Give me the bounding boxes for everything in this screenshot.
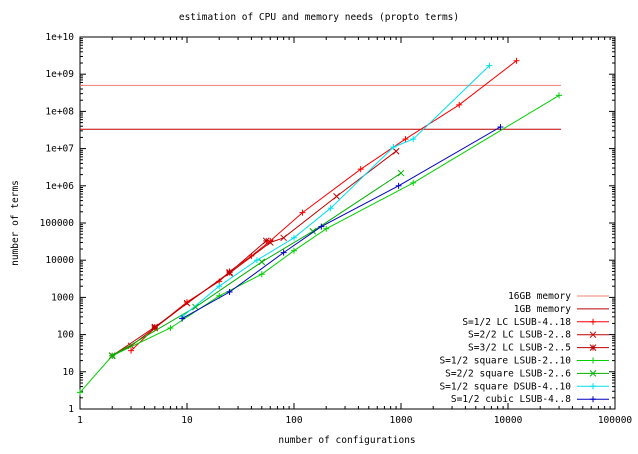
legend-label: 16GB memory	[508, 291, 571, 302]
legend-label: S=1/2 cubic LSUB-4..8	[451, 394, 571, 405]
x-tick-label: 10	[181, 415, 193, 426]
legend-label: S=1/2 square DSUB-4..10	[439, 381, 571, 392]
legend-label: S=2/2 LC LSUB-2..8	[468, 330, 571, 341]
series-line	[128, 57, 520, 354]
x-tick-label: 100000	[598, 415, 633, 426]
y-tick-label: 1e+06	[45, 181, 74, 192]
y-tick-label: 1e+10	[45, 32, 74, 43]
y-tick-label: 1000	[51, 292, 74, 303]
series-line	[179, 124, 504, 322]
y-tick-label: 1e+07	[45, 144, 74, 155]
series-line	[108, 237, 270, 360]
y-tick-label: 10	[63, 367, 75, 378]
legend-label: S=1/2 LC LSUB-4..18	[462, 317, 571, 328]
legend-label: S=3/2 LC LSUB-2..5	[468, 343, 571, 354]
x-tick-label: 10000	[494, 415, 523, 426]
y-tick-label: 100	[57, 330, 74, 341]
memory-limit-lines	[80, 84, 561, 130]
legend-label: S=1/2 square LSUB-2..10	[439, 356, 571, 367]
chart-title: estimation of CPU and memory needs (prop…	[179, 12, 459, 23]
x-axis-label: number of configurations	[278, 435, 415, 446]
series-line	[108, 169, 405, 360]
x-tick-label: 1000	[390, 415, 413, 426]
legend-label: S=2/2 square LSUB-2..6	[445, 368, 571, 379]
series-line	[77, 92, 563, 396]
y-axis-label: number of terms	[10, 180, 21, 266]
legend-label: 1GB memory	[514, 304, 571, 315]
y-tick-label: 1	[68, 404, 74, 415]
legend: 16GB memory 1GB memory S=1/2 LC LSUB-4..18…	[439, 291, 609, 405]
y-tick-label: 1e+09	[45, 69, 74, 80]
series-line	[179, 62, 493, 320]
y-tick-label: 10000	[45, 255, 74, 266]
x-tick-label: 100	[285, 415, 302, 426]
y-tick-label: 1e+08	[45, 106, 74, 117]
y-tick-label: 100000	[40, 218, 75, 229]
data-series	[77, 57, 563, 396]
plot-axes: 1 10 100 1000 10000 100000 1 10 100 1000 10000 1000…	[40, 32, 633, 426]
x-tick-label: 1	[77, 415, 83, 426]
